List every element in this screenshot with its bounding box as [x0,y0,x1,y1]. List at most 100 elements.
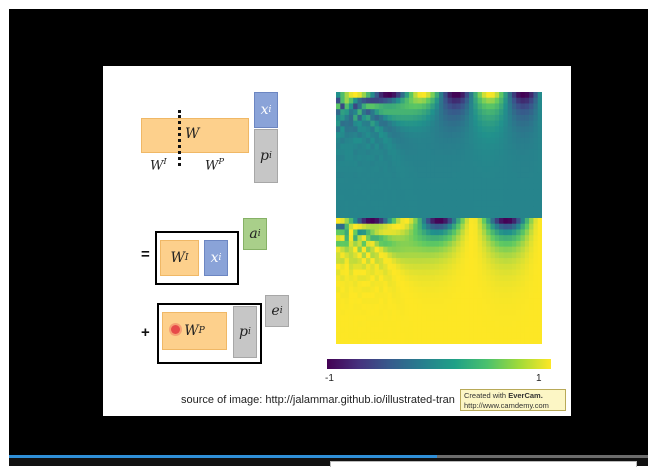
heatmap-cell [353,183,358,190]
heatmap-cell [366,298,371,305]
heatmap-cell [366,235,371,242]
heatmap-cell [524,252,530,259]
heatmap-cell [460,263,466,271]
video-progress-bar[interactable] [9,455,648,458]
heatmap-cell [464,103,470,110]
heatmap-cell [434,149,440,156]
heatmap-cell [529,246,534,253]
heatmap-cell [383,303,388,311]
heatmap-cell [408,298,414,305]
heatmap-cell [477,97,483,104]
heatmap-cell [439,212,444,219]
heatmap-cell [366,166,371,173]
heatmap-cell [336,114,341,122]
heatmap-cell [443,109,449,116]
heatmap-cell [361,183,367,190]
heatmap-cell [404,149,410,156]
player-input-field[interactable] [330,461,637,467]
input-weight-label: WI [150,156,167,174]
heatmap-cell [443,103,449,110]
heatmap-cell [477,315,483,322]
heatmap-cell [361,315,367,322]
heatmap-cell [520,206,526,213]
heatmap-cell [460,177,466,185]
heatmap-cell [366,218,371,225]
heatmap-cell [340,281,346,288]
heatmap-cell [481,338,487,344]
heatmap-cell [477,321,483,328]
heatmap-cell [507,286,513,293]
heatmap-cell [520,155,526,162]
heatmap-cell [353,252,358,259]
heatmap-cell [456,103,461,110]
heatmap-cell [400,269,406,276]
heatmap-cell [529,120,534,127]
heatmap-cell [374,332,380,339]
heatmap-cell [344,315,350,322]
heatmap-cell [361,263,367,271]
heatmap-cell [387,195,393,202]
heatmap-cell [426,309,431,316]
heatmap-cell [473,258,479,265]
heatmap-cell [486,97,491,104]
heatmap-cell [447,200,453,208]
heatmap-cell [511,212,517,219]
heatmap-cell [434,286,440,293]
heatmap-cell [533,275,539,282]
heatmap-cell [396,155,401,162]
heatmap-cell [413,149,419,156]
heatmap-cell [464,338,470,344]
heatmap-cell [460,229,466,236]
heatmap-cell [391,286,397,293]
heatmap-cell [507,252,513,259]
heatmap-cell [447,172,453,179]
heatmap-cell [451,286,457,293]
heatmap-cell [391,252,397,259]
heatmap-cell [516,275,522,282]
heatmap-cell [370,223,376,230]
heatmap-cell [533,321,539,328]
heatmap-cell [344,338,350,344]
heatmap-cell [464,183,470,190]
heatmap-cell [357,120,363,127]
heatmap-cell [396,338,401,344]
heatmap-cell [460,309,466,316]
heatmap-cell [370,137,376,145]
heatmap-cell [524,149,530,156]
heatmap-cell [344,92,350,99]
heatmap-cell [529,206,534,213]
heatmap-cell [477,137,483,145]
heatmap-cell [439,321,444,328]
heatmap-cell [507,235,513,242]
heatmap-cell [443,338,449,344]
heatmap-cell [503,149,509,156]
heatmap-cell [456,177,461,185]
heatmap-cell [490,172,496,179]
heatmap-cell [361,229,367,236]
heatmap-cell [473,275,479,282]
heatmap-cell [524,303,530,311]
heatmap-cell [348,315,354,322]
heatmap-cell [434,240,440,248]
heatmap-cell [494,246,500,253]
heatmap-cell [361,252,367,259]
heatmap-cell [370,212,376,219]
heatmap-cell [451,235,457,242]
heatmap-cell [511,298,517,305]
heatmap-cell [456,298,461,305]
heatmap-cell [366,252,371,259]
heatmap-cell [370,292,376,299]
heatmap-cell [340,269,346,276]
heatmap-cell [499,252,504,259]
heatmap-cell [391,200,397,208]
heatmap-cell [524,166,530,173]
heatmap-cell [357,332,363,339]
heatmap-cell [430,103,436,110]
heatmap-cell [503,103,509,110]
heatmap-cell [426,321,431,328]
heatmap-cell [421,292,427,299]
heatmap-cell [370,263,376,271]
heatmap-cell [481,286,487,293]
heatmap-cell [477,103,483,110]
